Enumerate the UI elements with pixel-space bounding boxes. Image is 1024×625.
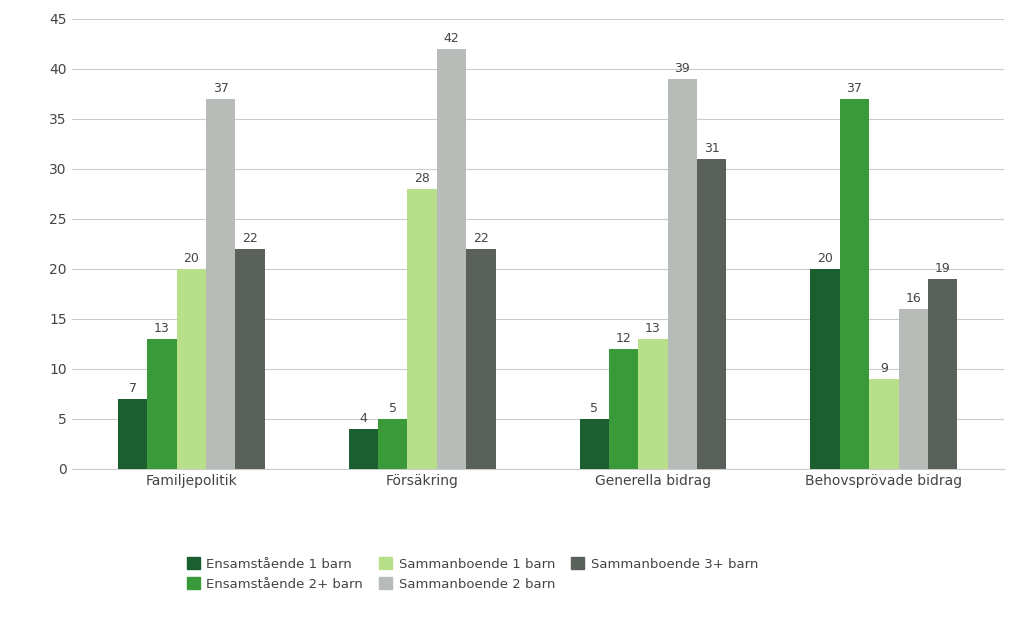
Bar — [408, 189, 437, 469]
Text: 13: 13 — [154, 322, 170, 335]
Text: 4: 4 — [359, 412, 368, 425]
Text: 31: 31 — [703, 142, 720, 155]
Text: 22: 22 — [473, 232, 488, 245]
Text: 42: 42 — [443, 32, 460, 45]
Text: 22: 22 — [243, 232, 258, 245]
Bar — [638, 339, 668, 469]
Bar — [899, 309, 928, 469]
Text: 39: 39 — [675, 62, 690, 75]
Text: 9: 9 — [880, 362, 888, 375]
Bar — [928, 279, 957, 469]
Bar — [437, 49, 466, 469]
Bar — [206, 99, 236, 469]
Bar — [668, 79, 697, 469]
Bar — [869, 379, 899, 469]
Bar — [378, 419, 408, 469]
Bar — [349, 429, 378, 469]
Text: 28: 28 — [415, 172, 430, 185]
Text: 19: 19 — [935, 262, 950, 275]
Text: 37: 37 — [213, 82, 228, 95]
Bar — [176, 269, 206, 469]
Bar — [466, 249, 496, 469]
Bar — [609, 349, 638, 469]
Bar — [840, 99, 869, 469]
Text: 12: 12 — [615, 332, 632, 345]
Bar — [236, 249, 265, 469]
Bar — [118, 399, 147, 469]
Text: 5: 5 — [590, 402, 598, 415]
Text: 20: 20 — [817, 252, 834, 265]
Text: 13: 13 — [645, 322, 660, 335]
Legend: Ensamstående 1 barn, Ensamstående 2+ barn, Sammanboende 1 barn, Sammanboende 2 b: Ensamstående 1 barn, Ensamstående 2+ bar… — [181, 552, 764, 596]
Text: 20: 20 — [183, 252, 200, 265]
Text: 16: 16 — [905, 292, 922, 305]
Text: 5: 5 — [389, 402, 396, 415]
Text: 37: 37 — [847, 82, 862, 95]
Text: 7: 7 — [129, 382, 136, 395]
Bar — [810, 269, 840, 469]
Bar — [697, 159, 726, 469]
Bar — [580, 419, 609, 469]
Bar — [147, 339, 176, 469]
